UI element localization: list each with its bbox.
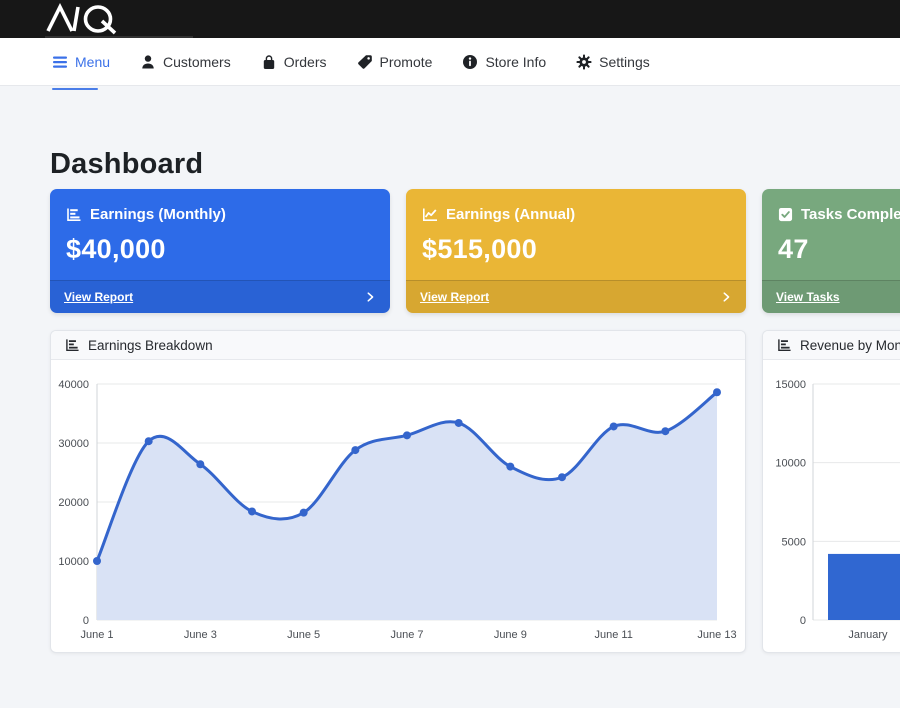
stat-card-tasks-completed: Tasks Completed 47 View Tasks bbox=[762, 189, 900, 313]
bar-chart-icon bbox=[66, 339, 79, 352]
svg-text:June 3: June 3 bbox=[184, 629, 217, 641]
svg-text:0: 0 bbox=[83, 615, 89, 627]
main-content: Dashboard Earnings (Monthly) $40,000 Vie… bbox=[0, 148, 900, 653]
stat-card-value: $40,000 bbox=[66, 234, 166, 264]
brand-logo[interactable] bbox=[45, 2, 129, 40]
hamburger-icon bbox=[53, 56, 67, 68]
svg-text:10000: 10000 bbox=[58, 556, 89, 568]
svg-text:10000: 10000 bbox=[775, 458, 806, 470]
main-navbar: Menu Customers Orders Promote Store Info bbox=[0, 38, 900, 90]
page-title: Dashboard bbox=[50, 148, 204, 180]
stat-card-earnings-monthly: Earnings (Monthly) $40,000 View Report bbox=[50, 189, 390, 313]
gear-icon bbox=[576, 54, 592, 69]
stat-card-title-text: Earnings (Monthly) bbox=[90, 206, 226, 223]
top-app-bar bbox=[0, 0, 900, 38]
nav-item-orders[interactable]: Orders bbox=[261, 54, 327, 70]
tag-icon bbox=[357, 54, 372, 69]
chart-header: Earnings Breakdown bbox=[51, 331, 745, 360]
stat-card-title-text: Earnings (Annual) bbox=[446, 206, 576, 223]
brand-logo-icon bbox=[46, 2, 117, 35]
svg-text:15000: 15000 bbox=[775, 379, 806, 391]
chevron-right-icon bbox=[723, 292, 730, 302]
stat-card-title: Earnings (Annual) bbox=[406, 189, 746, 223]
svg-text:June 5: June 5 bbox=[287, 629, 320, 641]
nav-label: Settings bbox=[599, 53, 650, 70]
check-square-icon bbox=[778, 207, 793, 222]
nav-label: Menu bbox=[75, 53, 111, 70]
svg-text:June 9: June 9 bbox=[494, 629, 527, 641]
person-icon bbox=[142, 54, 154, 68]
svg-text:5000: 5000 bbox=[782, 536, 806, 548]
svg-text:40000: 40000 bbox=[58, 379, 89, 391]
svg-text:20000: 20000 bbox=[58, 497, 89, 509]
stat-card-title-text: Tasks Completed bbox=[801, 206, 900, 223]
area-chart: 0 10000 20000 30000 40000 June 1 June 3 June 5 J… bbox=[51, 360, 745, 652]
chart-title: Revenue by Month bbox=[800, 337, 900, 353]
nav-label: Store Info bbox=[485, 53, 547, 70]
svg-text:June 7: June 7 bbox=[390, 629, 423, 641]
logo-underline bbox=[45, 36, 193, 38]
chart-title: Earnings Breakdown bbox=[88, 337, 213, 353]
revenue-by-month-card: Revenue by Month 0 5000 10000 15000 January bbox=[762, 330, 900, 653]
svg-text:30000: 30000 bbox=[58, 438, 89, 450]
stat-cards-row: Earnings (Monthly) $40,000 View Report E… bbox=[50, 189, 900, 313]
nav-label: Customers bbox=[163, 53, 231, 70]
svg-text:June 11: June 11 bbox=[595, 629, 633, 641]
nav-item-promote[interactable]: Promote bbox=[357, 53, 433, 70]
earnings-breakdown-card: Earnings Breakdown 0 10000 20000 30000 40000… bbox=[50, 330, 746, 653]
line-graph-icon bbox=[423, 208, 437, 221]
bar-chart-icon bbox=[778, 339, 791, 352]
nav-item-settings[interactable]: Settings bbox=[576, 54, 650, 70]
bar-chart-icon bbox=[67, 208, 81, 221]
bag-icon bbox=[263, 54, 274, 69]
stat-card-footer: View Tasks bbox=[762, 280, 900, 313]
chevron-right-icon bbox=[367, 292, 374, 302]
nav-item-customers[interactable]: Customers bbox=[140, 54, 231, 70]
stat-card-title: Tasks Completed bbox=[762, 189, 900, 223]
nav-item-menu[interactable]: Menu bbox=[52, 54, 110, 70]
stat-card-footer: View Report bbox=[50, 280, 390, 313]
view-report-link[interactable]: View Report bbox=[420, 290, 490, 304]
chart-header: Revenue by Month bbox=[763, 331, 900, 360]
stat-card-footer: View Report bbox=[406, 280, 746, 313]
nav-item-store-info[interactable]: Store Info bbox=[462, 54, 546, 70]
info-circle-icon bbox=[463, 54, 478, 69]
svg-text:January: January bbox=[848, 629, 888, 641]
svg-text:June 13: June 13 bbox=[697, 629, 736, 641]
stat-card-earnings-annual: Earnings (Annual) $515,000 View Report bbox=[406, 189, 746, 313]
nav-label: Orders bbox=[283, 53, 327, 70]
active-tab-underline bbox=[52, 88, 98, 90]
nav-label: Promote bbox=[379, 53, 433, 70]
view-tasks-link[interactable]: View Tasks bbox=[776, 290, 840, 304]
svg-text:June 1: June 1 bbox=[80, 629, 113, 641]
bar-chart: 0 5000 10000 15000 January bbox=[763, 360, 900, 652]
stat-card-value: $515,000 bbox=[422, 234, 538, 264]
view-report-link[interactable]: View Report bbox=[64, 290, 134, 304]
svg-text:0: 0 bbox=[800, 615, 806, 627]
stat-card-value: 47 bbox=[778, 234, 809, 264]
stat-card-title: Earnings (Monthly) bbox=[50, 189, 390, 223]
charts-row: Earnings Breakdown 0 10000 20000 30000 40000… bbox=[50, 330, 900, 653]
